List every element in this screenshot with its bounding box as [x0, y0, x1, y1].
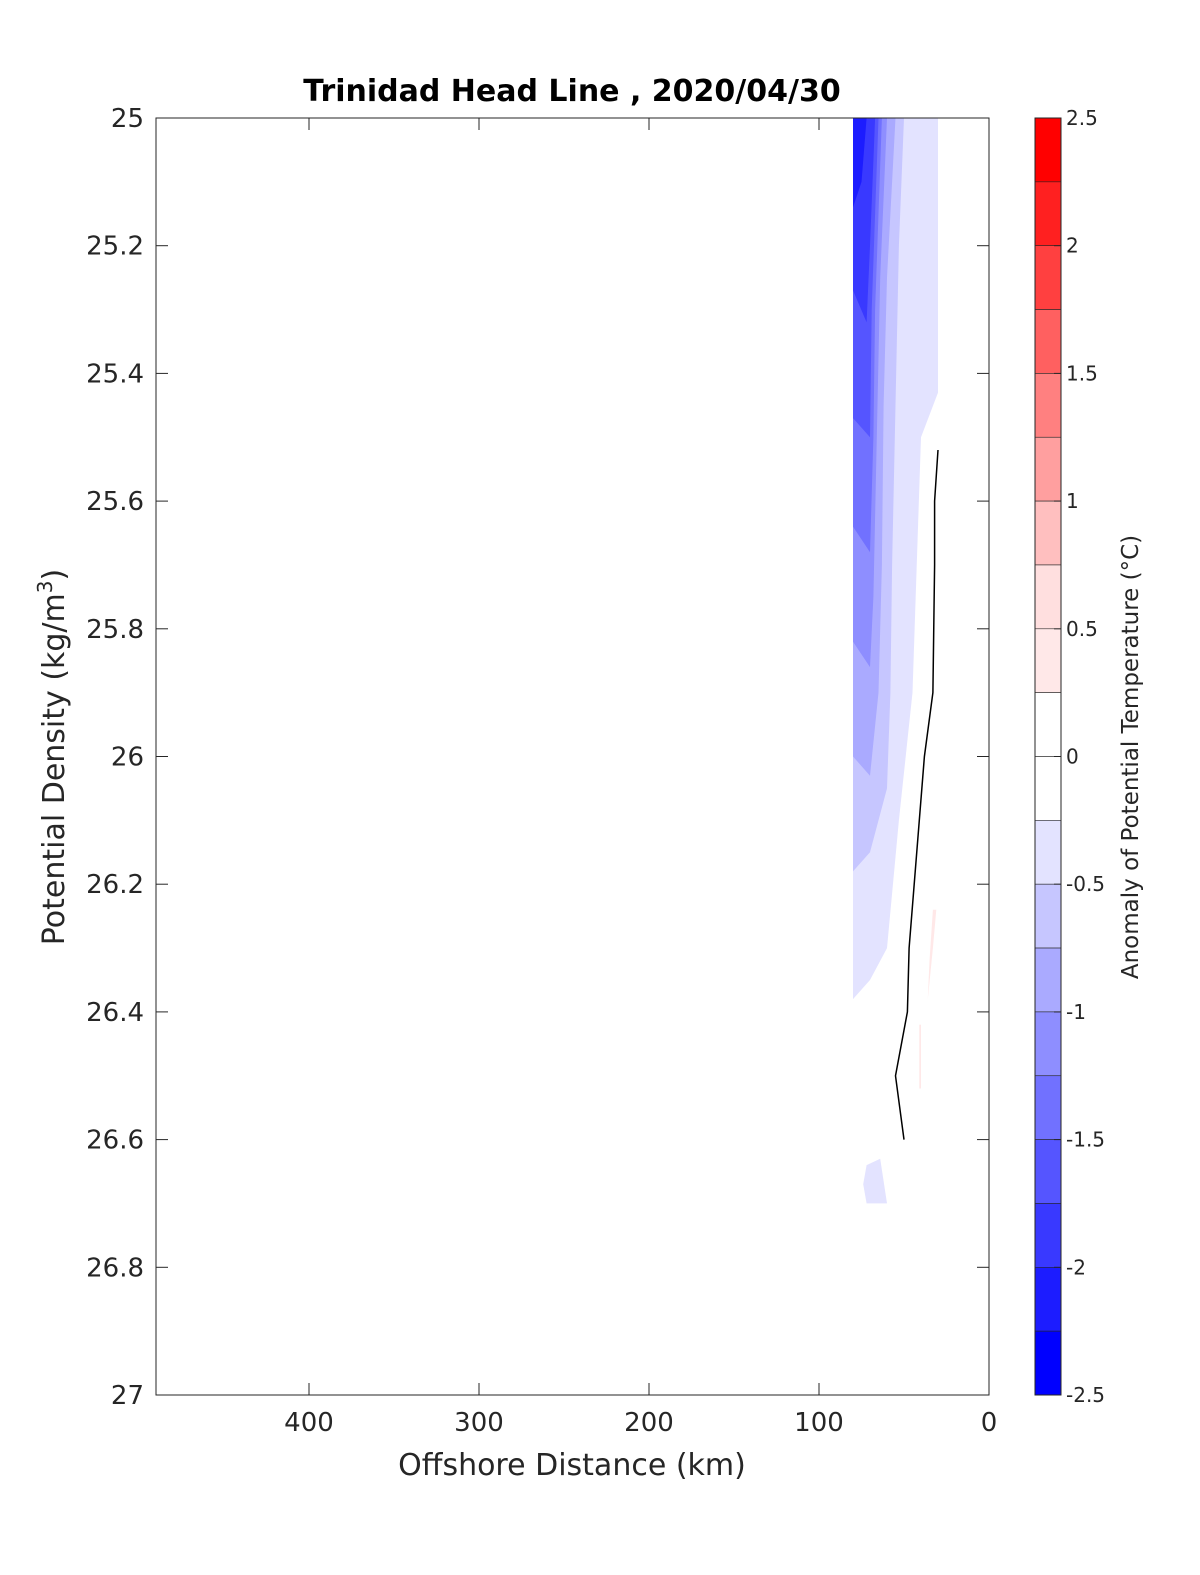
colorbar-tick-label: 0.5	[1066, 617, 1098, 641]
y-tick-label: 25.8	[86, 615, 144, 645]
colorbar-band	[1034, 181, 1062, 247]
x-tick-label: 400	[284, 1408, 334, 1438]
y-tick-label: 25.4	[86, 359, 144, 389]
colorbar-bands	[1034, 117, 1062, 1396]
y-axis-label-main: Potential Density (kg/m	[37, 593, 72, 945]
contour-region-10	[919, 1024, 921, 1089]
contour-region-9	[927, 909, 937, 1000]
y-tick-label: 25.6	[86, 487, 144, 517]
y-tick-label: 26.2	[86, 870, 144, 900]
colorbar-tick-label: -1	[1066, 1000, 1086, 1024]
x-tick-label: 0	[981, 1408, 998, 1438]
colorbar-band	[1034, 373, 1062, 438]
y-tick-label: 26.8	[86, 1253, 144, 1283]
colorbar-band	[1034, 883, 1062, 949]
y-tick-label: 25	[111, 104, 144, 134]
colorbar-band	[1034, 564, 1062, 630]
contour-region-8	[863, 1158, 887, 1204]
x-tick-label: 200	[624, 1408, 674, 1438]
colorbar-tick-label: 0	[1066, 745, 1079, 769]
y-axis-label: Potential Density (kg/m3)	[33, 569, 72, 945]
colorbar-band	[1034, 436, 1062, 502]
y-tick-label: 26	[111, 743, 144, 773]
colorbar: 2.5 2 1.5 1 0.5 0 -0.5 -1 -1.5 -2 -2.5 Anomaly of …	[1034, 106, 1144, 1407]
colorbar-ticks: 2.5 2 1.5 1 0.5 0 -0.5 -1 -1.5 -2 -2.5	[1054, 106, 1105, 1407]
plot-background	[156, 118, 989, 1395]
contour-lines	[894, 449, 939, 1140]
x-tick-label: 300	[454, 1408, 504, 1438]
colorbar-tick-label: 2.5	[1066, 106, 1098, 130]
y-tick-label: 26.4	[86, 998, 144, 1028]
x-axis-ticks: 400 300 200 100 0	[284, 118, 997, 1438]
y-tick-label: 27	[111, 1381, 144, 1411]
colorbar-band	[1034, 1139, 1062, 1204]
colorbar-band	[1034, 1267, 1062, 1332]
colorbar-tick-label: -1.5	[1066, 1128, 1105, 1152]
contour-region-7	[853, 118, 867, 208]
y-axis-label-superscript: 3	[33, 580, 57, 593]
colorbar-tick-label: -0.5	[1066, 872, 1105, 896]
plot-area: 400 300 200 100 0 25 25.2 25.4 25.6 25.8 26 26.2 26…	[86, 104, 997, 1438]
colorbar-tick-label: -2.5	[1066, 1383, 1105, 1407]
colorbar-band	[1034, 1330, 1062, 1396]
colorbar-band	[1034, 500, 1062, 566]
y-axis-label-end: )	[37, 569, 72, 581]
colorbar-band	[1034, 117, 1062, 183]
colorbar-band	[1034, 947, 1062, 1013]
colorbar-tick-label: 2	[1066, 234, 1079, 258]
colorbar-tick-label: -2	[1066, 1255, 1086, 1279]
colorbar-band	[1034, 692, 1062, 757]
colorbar-band	[1034, 1075, 1062, 1140]
colorbar-band	[1034, 820, 1062, 885]
colorbar-tick-label: 1	[1066, 489, 1079, 513]
x-tick-label: 100	[794, 1408, 844, 1438]
y-axis-ticks: 25 25.2 25.4 25.6 25.8 26 26.2 26.4 26.6 26.8 27	[86, 104, 989, 1411]
chart-title: Trinidad Head Line , 2020/04/30	[303, 74, 840, 109]
y-tick-label: 25.2	[86, 232, 144, 262]
colorbar-tick-label: 1.5	[1066, 361, 1098, 385]
contour-fills	[853, 118, 938, 1204]
contour-line-0	[894, 449, 939, 1140]
colorbar-band	[1034, 1203, 1062, 1268]
colorbar-band	[1034, 1011, 1062, 1077]
colorbar-band	[1034, 309, 1062, 374]
x-axis-label: Offshore Distance (km)	[398, 1448, 746, 1483]
y-tick-label: 26.6	[86, 1126, 144, 1156]
colorbar-label: Anomaly of Potential Temperature (°C)	[1118, 535, 1144, 979]
colorbar-band	[1034, 628, 1062, 693]
colorbar-band	[1034, 245, 1062, 310]
colorbar-band	[1034, 756, 1062, 821]
